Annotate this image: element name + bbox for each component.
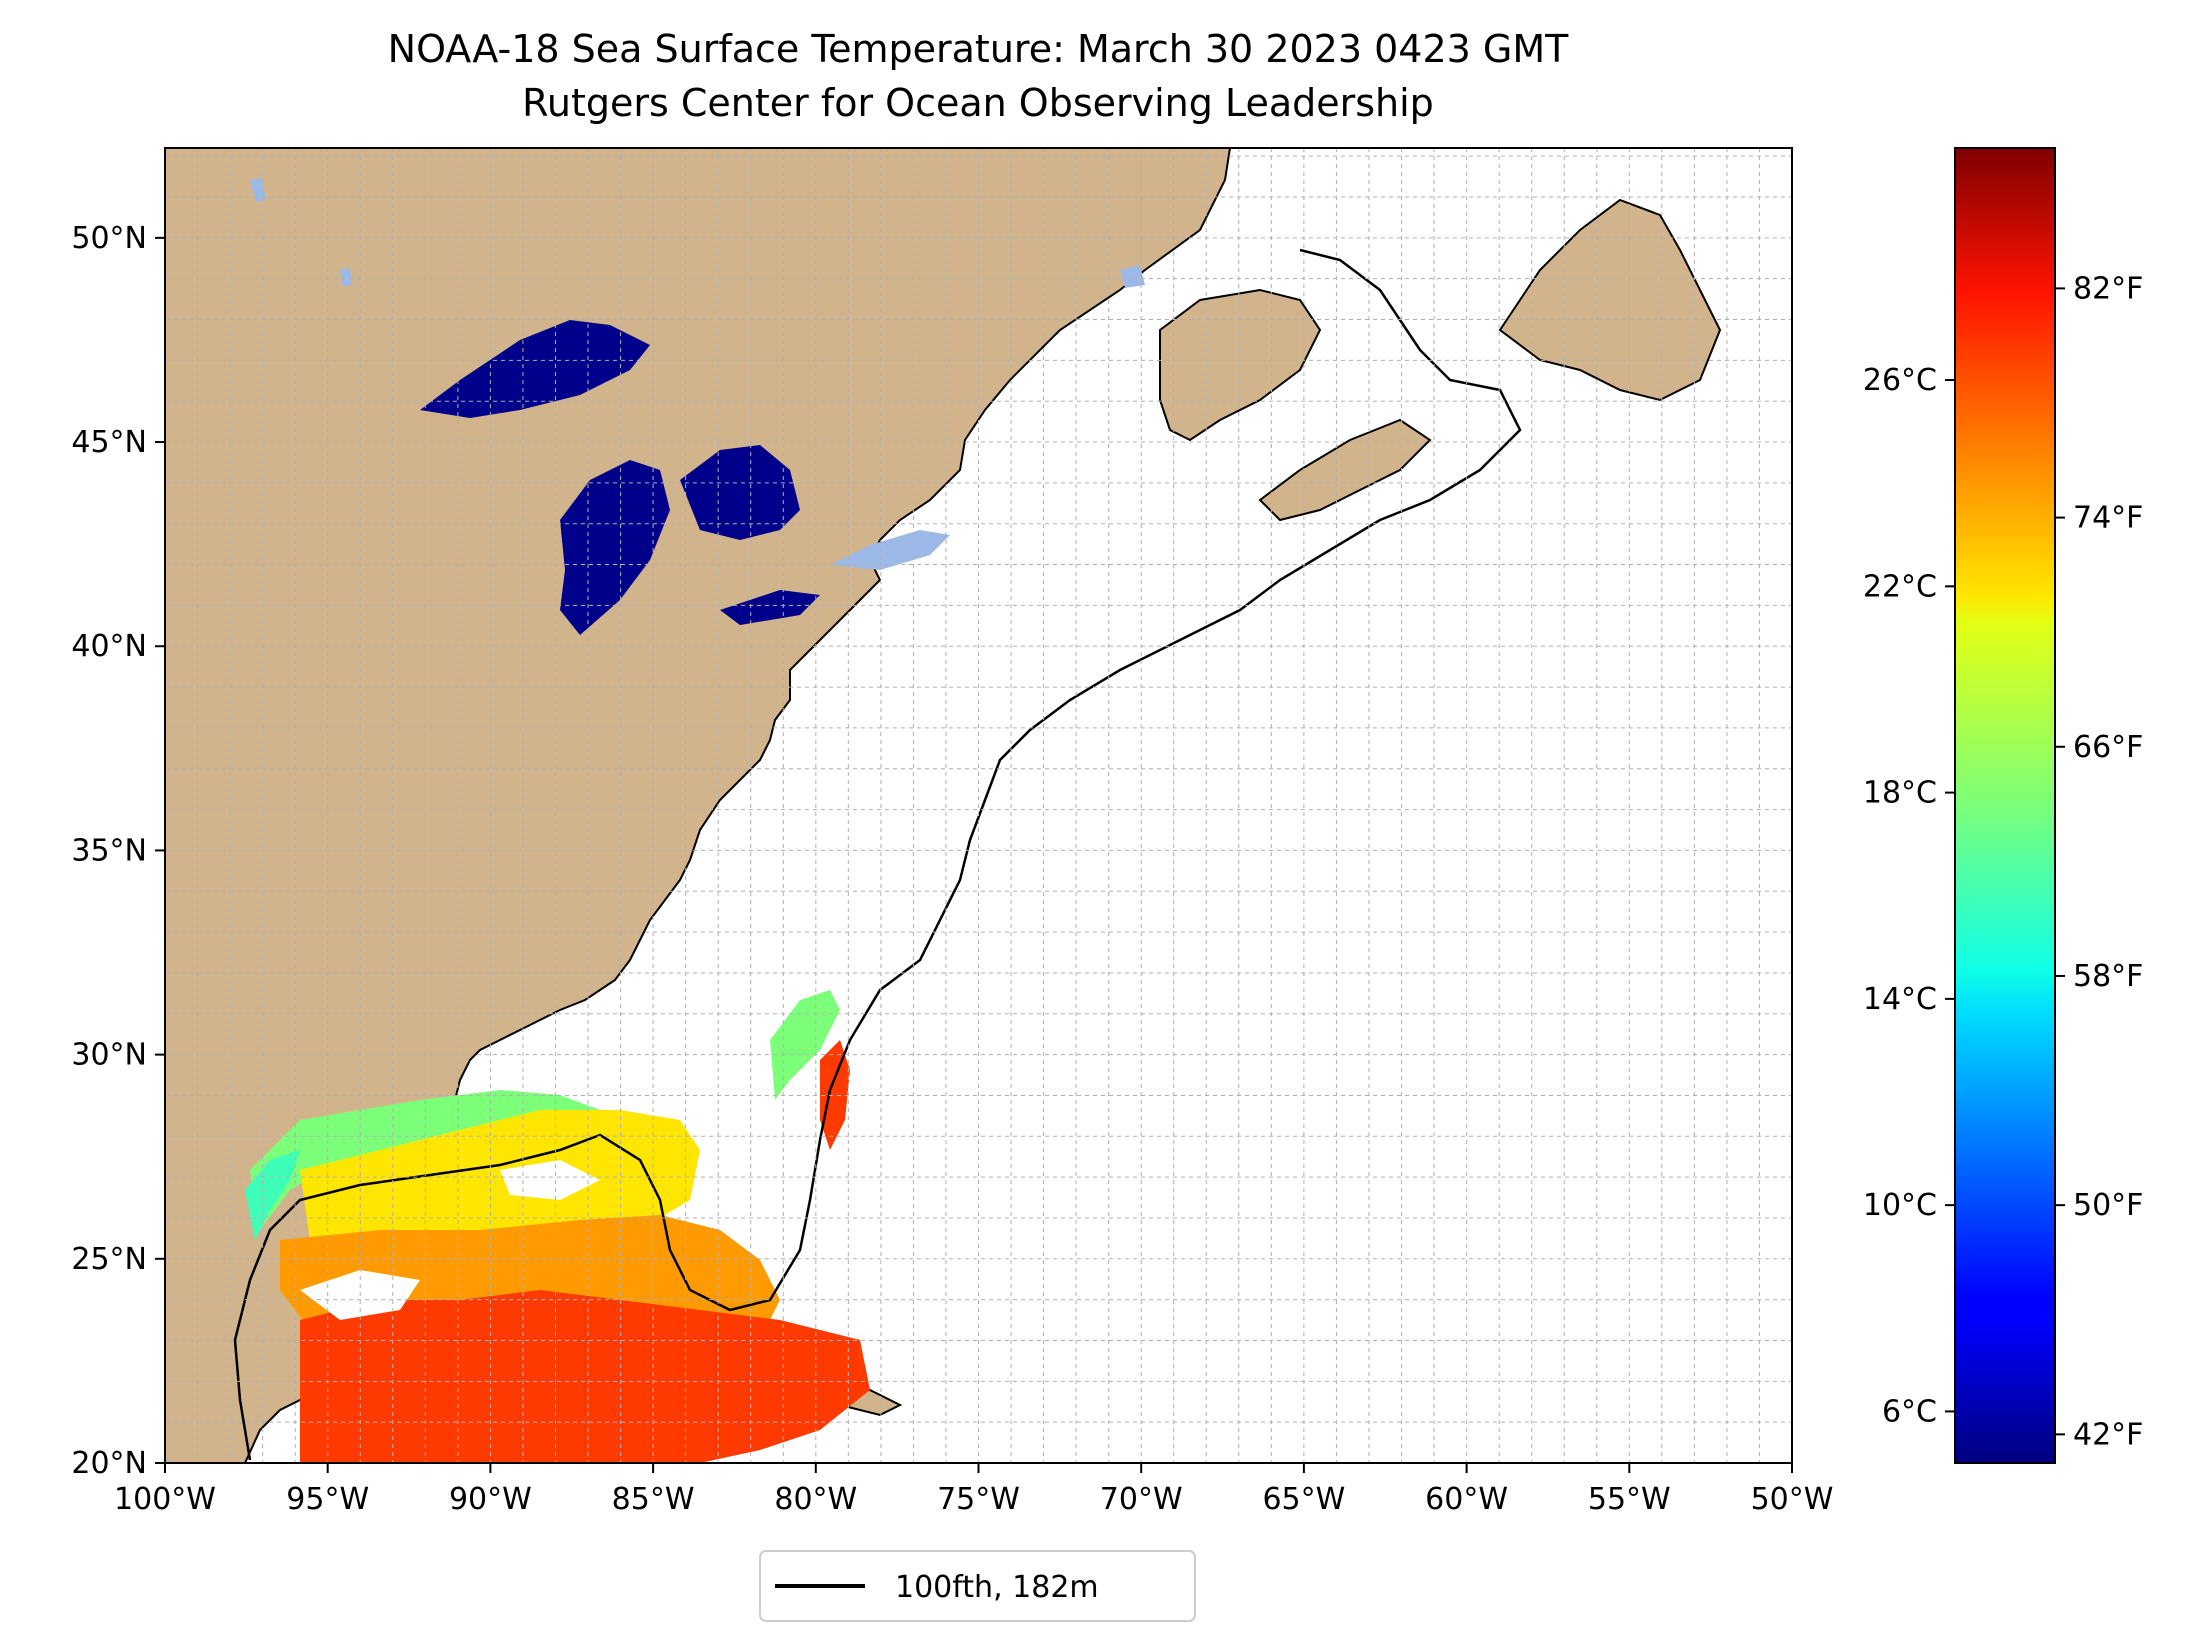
y-tick-label: 40°N <box>71 629 147 664</box>
x-tick-label: 85°W <box>612 1482 695 1517</box>
colorbar-c-tick-label: 22°C <box>1863 569 1937 604</box>
colorbar-f-tick-label: 42°F <box>2073 1417 2143 1452</box>
colorbar-f-tick-label: 58°F <box>2073 959 2143 994</box>
colorbar-f-tick-label: 74°F <box>2073 501 2143 536</box>
x-axis: 100°W 95°W 90°W 85°W 80°W 75°W 70°W 65°W 60°W 55°… <box>114 1463 1833 1517</box>
y-tick-label: 45°N <box>71 425 147 460</box>
colorbar-c-tick-label: 26°C <box>1863 363 1937 398</box>
y-tick-label: 35°N <box>71 833 147 868</box>
sst-gulf-yellow <box>300 1110 700 1250</box>
y-tick-label: 30°N <box>71 1038 147 1073</box>
colorbar-celsius-ticks: 6°C 10°C 14°C 18°C 22°C 26°C <box>1863 363 1955 1429</box>
colorbar-c-tick-label: 6°C <box>1882 1394 1937 1429</box>
colorbar-c-tick-label: 18°C <box>1863 776 1937 811</box>
colorbar-c-tick-label: 14°C <box>1863 982 1937 1017</box>
colorbar-c-tick-label: 10°C <box>1863 1188 1937 1223</box>
legend-label: 100fth, 182m <box>895 1570 1099 1605</box>
sst-atlantic-coast <box>770 990 840 1100</box>
y-tick-label: 20°N <box>71 1446 147 1481</box>
x-tick-label: 95°W <box>286 1482 369 1517</box>
legend-box <box>759 1550 1196 1622</box>
y-tick-label: 50°N <box>71 221 147 256</box>
x-tick-label: 80°W <box>774 1482 857 1517</box>
colorbar-f-tick-label: 50°F <box>2073 1188 2143 1223</box>
nova-scotia-land <box>1258 418 1432 522</box>
y-tick-label: 25°N <box>71 1242 147 1277</box>
x-tick-label: 55°W <box>1588 1482 1671 1517</box>
x-tick-label: 70°W <box>1100 1482 1183 1517</box>
map-gridlines <box>165 148 1792 1463</box>
y-axis: 20°N 25°N 30°N 35°N 40°N 45°N 50°N <box>71 221 165 1481</box>
x-tick-label: 65°W <box>1262 1482 1345 1517</box>
sst-data-layer <box>245 990 870 1463</box>
map-panel <box>165 148 1792 1463</box>
newfoundland-land <box>1498 198 1722 402</box>
sst-florida-east-red <box>820 1040 850 1150</box>
colorbar-f-tick-label: 82°F <box>2073 271 2143 306</box>
maritimes-land <box>1159 288 1322 442</box>
sst-gulf-white-gap <box>300 1160 600 1320</box>
colorbar: 6°C 10°C 14°C 18°C 22°C 26°C 42°F 50°F 58°F 66°F… <box>1863 147 2143 1464</box>
x-tick-label: 75°W <box>937 1482 1020 1517</box>
x-tick-label: 100°W <box>114 1482 216 1517</box>
colorbar-f-tick-label: 66°F <box>2073 730 2143 765</box>
colorbar-gradient <box>1954 147 2056 1464</box>
map-subtitle: Rutgers Center for Ocean Observing Leade… <box>522 81 1434 125</box>
bathymetry-100fth-contour <box>233 248 1522 1461</box>
x-tick-label: 60°W <box>1425 1482 1508 1517</box>
sst-gulf-shelf-cyan <box>245 1150 300 1240</box>
sst-gulf-red <box>300 1290 870 1463</box>
x-tick-label: 90°W <box>449 1482 532 1517</box>
x-tick-label: 50°W <box>1751 1482 1834 1517</box>
legend: 100fth, 182m <box>759 1550 1196 1622</box>
colorbar-fahrenheit-ticks: 42°F 50°F 58°F 66°F 74°F 82°F <box>2055 271 2143 1452</box>
map-title: NOAA-18 Sea Surface Temperature: March 3… <box>388 27 1569 71</box>
great-lakes <box>420 320 820 635</box>
